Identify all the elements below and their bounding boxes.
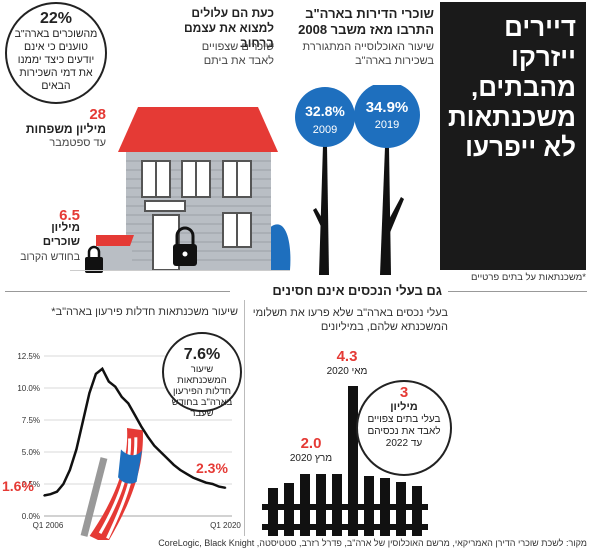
y-tick-label: 7.5% bbox=[22, 416, 40, 425]
house-graphic bbox=[85, 107, 291, 273]
y-tick-label: 5.0% bbox=[22, 448, 40, 457]
x-tick-q1-2006: Q1 2006 bbox=[33, 521, 64, 530]
data-point bbox=[159, 451, 162, 453]
bar-value-march: 2.0 bbox=[300, 435, 322, 452]
tree-year-2009: 2009 bbox=[312, 124, 338, 136]
small-lock-shackle bbox=[87, 245, 101, 258]
renters-label-2: שוכרים bbox=[42, 236, 80, 248]
small-house-wall bbox=[98, 245, 132, 270]
families-label: מיליון משפחות bbox=[25, 122, 106, 136]
y-tick-label: 2.5% bbox=[22, 480, 40, 489]
data-point bbox=[43, 494, 45, 497]
data-point bbox=[114, 385, 117, 388]
bar-label-march: מרץ 2020 bbox=[289, 453, 333, 464]
data-point bbox=[49, 493, 52, 496]
families-number: 28 bbox=[89, 106, 106, 123]
chart-title: שיעור משכנתאות חדלות פירעון בארה"ב* bbox=[51, 306, 238, 318]
bar-value-may: 4.3 bbox=[336, 348, 358, 365]
data-point bbox=[146, 435, 149, 438]
data-point bbox=[75, 448, 78, 451]
owners-subheading: בעלי נכסים בארה"ב שלא פרעו את תשלומי המש… bbox=[252, 307, 448, 333]
bubble-76 bbox=[162, 332, 242, 412]
renters-label-1: מיליון bbox=[51, 222, 80, 234]
small-house-roof bbox=[96, 235, 134, 246]
bubble-22 bbox=[5, 2, 107, 104]
renters-heading: שוכרי הדירות בארה"ב התרבו מאז משבר 2008 bbox=[298, 6, 434, 37]
data-point bbox=[127, 402, 130, 405]
data-point bbox=[82, 420, 84, 423]
small-lock-body bbox=[85, 257, 103, 273]
data-point bbox=[88, 392, 91, 394]
fence-chart bbox=[262, 386, 428, 536]
tree-trunk-2019 bbox=[380, 147, 391, 275]
house-door bbox=[152, 214, 180, 271]
renters-number: 6.5 bbox=[59, 207, 80, 224]
bubble-22-value: 22% bbox=[39, 10, 73, 27]
bubble-3m-text: בעלי בתים צפויים לאבד את נכסיהם עד 2022 bbox=[367, 414, 441, 449]
house-roof bbox=[118, 107, 278, 152]
owners-heading: גם בעלי הנכסים אינם חסינים bbox=[230, 283, 448, 298]
data-point bbox=[179, 469, 181, 471]
page-title: דיירים ייזרקו מהבתים, משכנתאות לא ייפרעו bbox=[447, 12, 576, 162]
data-point bbox=[140, 425, 143, 428]
data-point bbox=[172, 464, 175, 466]
renters-subheading: שיעור האוכלוסייה המתגוררת בשכירות בארה"ב bbox=[302, 41, 434, 67]
footnote: *משכנתאות על בתים פרטיים bbox=[470, 272, 586, 283]
families-sub: עד ספטמבר bbox=[49, 137, 106, 149]
start-value-label: 1.6% bbox=[2, 478, 34, 494]
bar-may bbox=[348, 386, 358, 536]
data-point bbox=[133, 414, 136, 416]
ground-line bbox=[70, 270, 290, 271]
data-point bbox=[95, 373, 97, 375]
tree-branch-2009 bbox=[313, 208, 326, 235]
data-point bbox=[218, 485, 220, 488]
tree-value-2009: 32.8% bbox=[305, 103, 345, 119]
data-point bbox=[205, 481, 207, 484]
source-note: מקור: לשכת שוכרי הדירן האמריקאי, מרשם הא… bbox=[158, 538, 587, 548]
end-value-label: 2.3% bbox=[196, 460, 228, 476]
door-canopy bbox=[144, 200, 186, 212]
flag-pole bbox=[80, 457, 108, 537]
tree-year-2019: 2019 bbox=[374, 119, 400, 131]
data-point bbox=[62, 483, 65, 485]
street-heading: כעת הם עלולים למצוא את עצמם ברחוב bbox=[184, 6, 274, 50]
bubble-76-text: שיעור המשכנתאות חדלות הפירעון בארה"ב בחו… bbox=[171, 364, 233, 419]
title-block: דיירים ייזרקו מהבתים, משכנתאות לא ייפרעו bbox=[440, 2, 586, 270]
bubble-3m bbox=[356, 380, 452, 476]
data-point bbox=[69, 469, 71, 471]
data-point bbox=[185, 472, 188, 475]
bubble-3m-label: מיליון bbox=[390, 401, 418, 413]
data-point bbox=[120, 396, 123, 398]
street-subheading: שוכרים שצפויים לאבד את ביתם bbox=[201, 41, 274, 67]
data-point bbox=[192, 476, 194, 479]
bubble-3m-number: 3 bbox=[399, 384, 409, 401]
data-point bbox=[101, 368, 104, 370]
big-lock-shackle bbox=[175, 226, 195, 245]
x-tick-q1-2020: Q1 2020 bbox=[210, 521, 241, 530]
bar-label-may: מאי 2020 bbox=[326, 366, 368, 377]
bubble-76-value: 7.6% bbox=[183, 346, 221, 363]
data-point bbox=[198, 479, 201, 481]
data-point bbox=[153, 444, 156, 447]
column-divider bbox=[244, 300, 245, 536]
data-point bbox=[224, 487, 227, 489]
bubble-22-text: מהשוכרים בארה"ב טוענים כי אינם יודעים כי… bbox=[14, 28, 98, 92]
data-point bbox=[166, 457, 168, 460]
y-tick-label: 0.0% bbox=[22, 512, 40, 521]
data-point bbox=[108, 380, 110, 383]
tree-trunk-2009 bbox=[319, 145, 329, 275]
data-point bbox=[56, 490, 58, 493]
tree-crown-2019 bbox=[354, 85, 420, 148]
us-flag bbox=[89, 428, 143, 540]
trees-graphic bbox=[295, 85, 420, 275]
default-rate-chart: 0.0% 2.5% 5.0% 7.5% 10.0% 12.5% Q1 2006 Q1 20… bbox=[17, 352, 241, 540]
data-point bbox=[211, 483, 214, 485]
y-tick-label: 10.0% bbox=[17, 384, 40, 393]
tree-branch-2019 bbox=[386, 197, 404, 235]
tree-value-2019: 34.9% bbox=[365, 99, 409, 116]
flag-canton bbox=[118, 449, 143, 484]
tree-crown-2009 bbox=[295, 87, 355, 147]
renters-sub: בחודש הקרוב bbox=[20, 251, 80, 263]
y-tick-label: 12.5% bbox=[17, 352, 40, 361]
